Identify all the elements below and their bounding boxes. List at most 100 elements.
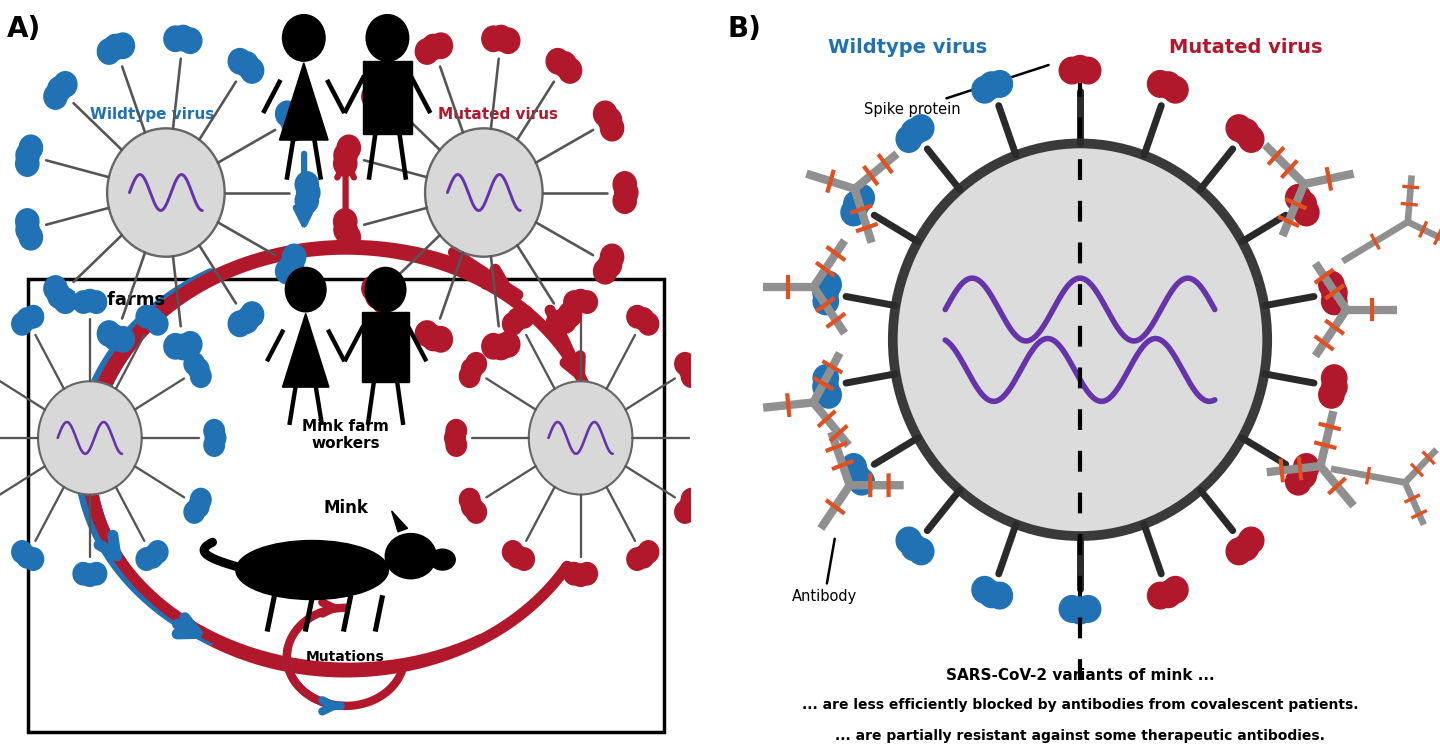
Circle shape: [896, 125, 922, 153]
Text: Mink: Mink: [323, 499, 369, 517]
Circle shape: [164, 26, 187, 51]
Circle shape: [979, 581, 1004, 608]
Circle shape: [528, 381, 632, 495]
Circle shape: [43, 84, 68, 109]
Circle shape: [48, 283, 71, 308]
Circle shape: [1292, 462, 1316, 488]
Circle shape: [275, 258, 300, 284]
Circle shape: [1060, 596, 1084, 622]
Text: ... are partially resistant against some therapeutic antibodies.: ... are partially resistant against some…: [835, 729, 1325, 743]
Polygon shape: [392, 511, 408, 532]
Circle shape: [334, 209, 357, 234]
Circle shape: [634, 546, 654, 568]
Circle shape: [1148, 582, 1174, 609]
Circle shape: [366, 77, 389, 102]
Circle shape: [696, 427, 717, 449]
Circle shape: [147, 313, 168, 335]
Circle shape: [598, 252, 622, 278]
Circle shape: [334, 151, 357, 176]
Circle shape: [979, 72, 1004, 98]
Circle shape: [446, 420, 467, 442]
Circle shape: [694, 420, 716, 442]
Circle shape: [577, 562, 598, 585]
Circle shape: [98, 321, 121, 347]
Circle shape: [366, 267, 406, 312]
Circle shape: [490, 334, 513, 359]
Circle shape: [490, 26, 513, 51]
Text: Wildtype virus: Wildtype virus: [828, 38, 986, 57]
Circle shape: [1234, 119, 1259, 146]
Circle shape: [972, 577, 998, 603]
Circle shape: [1162, 577, 1188, 603]
Circle shape: [334, 217, 357, 242]
Circle shape: [1319, 381, 1344, 408]
Circle shape: [593, 258, 616, 284]
Circle shape: [179, 28, 202, 54]
Circle shape: [816, 271, 841, 298]
Circle shape: [366, 283, 389, 308]
Text: Wildtype virus: Wildtype virus: [89, 107, 215, 122]
Text: Mutated virus: Mutated virus: [1169, 38, 1322, 57]
Circle shape: [190, 488, 212, 511]
Circle shape: [638, 313, 658, 335]
Circle shape: [147, 541, 168, 563]
Circle shape: [1238, 527, 1264, 554]
Circle shape: [570, 564, 590, 587]
Circle shape: [559, 302, 582, 328]
Circle shape: [909, 115, 935, 141]
Circle shape: [850, 184, 874, 211]
Circle shape: [814, 279, 838, 306]
Circle shape: [295, 171, 318, 197]
Circle shape: [445, 427, 465, 449]
Text: ... are less efficiently blocked by antibodies from covalescent patients.: ... are less efficiently blocked by anti…: [802, 698, 1358, 713]
Circle shape: [546, 311, 569, 337]
Circle shape: [675, 353, 696, 375]
Circle shape: [282, 244, 305, 270]
Circle shape: [901, 534, 926, 560]
Circle shape: [281, 252, 304, 278]
Circle shape: [189, 495, 209, 518]
Circle shape: [53, 288, 76, 313]
Circle shape: [43, 276, 68, 301]
Circle shape: [600, 116, 624, 141]
Circle shape: [16, 143, 39, 168]
Circle shape: [577, 291, 598, 313]
Circle shape: [1225, 115, 1251, 141]
Circle shape: [1286, 468, 1310, 495]
Circle shape: [482, 26, 505, 51]
Circle shape: [638, 541, 658, 563]
Circle shape: [184, 353, 204, 375]
Polygon shape: [279, 63, 328, 140]
Circle shape: [415, 321, 439, 347]
Circle shape: [564, 562, 585, 585]
Circle shape: [334, 143, 357, 168]
Circle shape: [337, 224, 360, 250]
Circle shape: [372, 72, 395, 97]
Circle shape: [17, 546, 37, 568]
Circle shape: [1322, 365, 1346, 391]
Circle shape: [626, 306, 648, 328]
Circle shape: [1067, 56, 1093, 82]
Circle shape: [972, 76, 998, 103]
Circle shape: [507, 546, 528, 568]
Circle shape: [1238, 125, 1264, 153]
Circle shape: [467, 501, 487, 523]
Circle shape: [282, 116, 305, 141]
Circle shape: [228, 311, 252, 337]
Circle shape: [1162, 76, 1188, 103]
Circle shape: [111, 327, 134, 352]
Circle shape: [1322, 288, 1346, 315]
Circle shape: [12, 313, 32, 335]
Circle shape: [86, 562, 107, 585]
Circle shape: [184, 501, 204, 523]
Circle shape: [459, 365, 480, 387]
Circle shape: [361, 276, 384, 301]
Circle shape: [1286, 184, 1310, 211]
Text: Antibody: Antibody: [792, 539, 857, 604]
Circle shape: [850, 468, 874, 495]
Circle shape: [275, 101, 300, 127]
Circle shape: [204, 434, 225, 456]
Circle shape: [415, 39, 439, 64]
Circle shape: [482, 334, 505, 359]
Bar: [363, 61, 412, 134]
